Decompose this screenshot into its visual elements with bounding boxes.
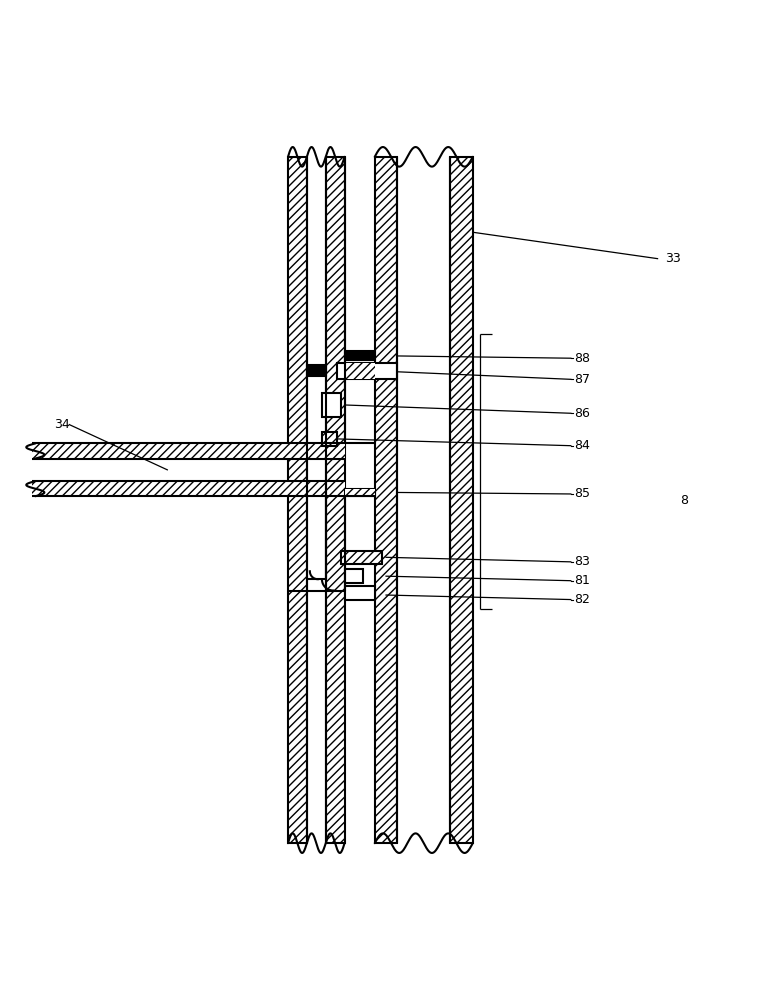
Bar [344,363,375,379]
Bar [450,157,473,843]
Text: 83: 83 [575,555,590,568]
Bar [344,569,363,583]
Bar [326,157,344,843]
Text: 81: 81 [575,574,590,587]
Text: 84: 84 [575,439,590,452]
Bar [32,443,344,459]
Text: 85: 85 [575,487,590,500]
Text: 87: 87 [575,373,590,386]
Text: 82: 82 [575,593,590,606]
Bar [307,365,326,376]
Bar [341,551,382,564]
Bar [344,489,375,496]
Bar [322,432,337,446]
Bar [344,489,375,496]
Text: 8: 8 [681,493,688,506]
Bar [288,157,307,843]
Text: 86: 86 [575,407,590,420]
Text: 33: 33 [665,252,681,265]
Bar [322,393,341,417]
Text: 88: 88 [575,352,590,365]
Text: 34: 34 [55,418,70,431]
Bar [32,481,344,496]
Bar [344,489,375,496]
Bar [341,551,382,564]
Bar [375,157,397,843]
Bar [344,351,375,360]
Bar [344,586,375,600]
Bar [322,432,337,446]
Bar [32,481,344,496]
Bar [326,157,344,843]
Bar [288,157,307,843]
Bar [337,363,397,379]
Bar [32,443,344,459]
Bar [450,157,473,843]
Bar [375,157,397,843]
Bar [344,363,375,379]
